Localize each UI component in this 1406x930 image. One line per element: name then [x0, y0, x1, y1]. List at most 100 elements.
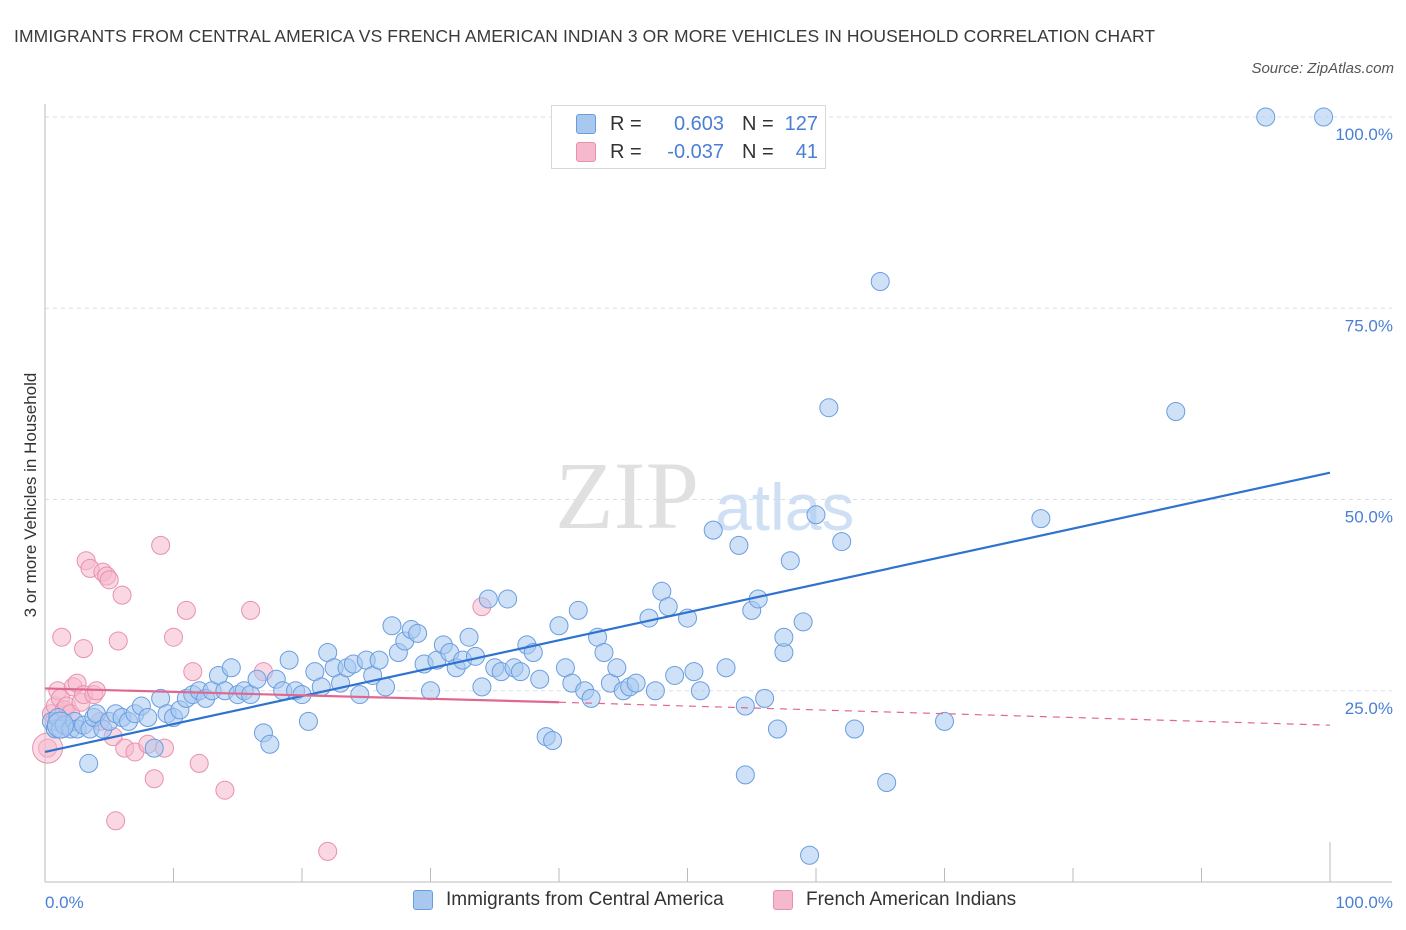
blue-point — [935, 711, 954, 731]
blue-point — [639, 608, 659, 628]
pink-point — [164, 627, 183, 647]
source-label: Source: ZipAtlas.com — [1251, 60, 1394, 77]
blue-point — [472, 677, 492, 697]
blue-point — [1256, 107, 1276, 127]
watermark: ZIP atlas — [555, 442, 854, 549]
blue-point — [247, 669, 267, 689]
blue-point — [645, 681, 665, 701]
blue-point — [780, 551, 800, 571]
bottom-legend-blue: Immigrants from Central America — [413, 889, 724, 911]
blue-point — [298, 711, 318, 731]
blue-point — [767, 719, 787, 739]
blue-point — [523, 643, 543, 662]
pink-point — [189, 753, 209, 773]
blue-point — [658, 597, 678, 617]
blue-point — [735, 765, 755, 785]
watermark-atlas: atlas — [715, 470, 854, 544]
blue-point — [79, 753, 99, 773]
pink-point — [318, 841, 338, 861]
blue-point — [530, 669, 550, 689]
pink-point — [108, 631, 128, 651]
legend-n-value: 127 — [784, 112, 818, 135]
blue-point — [1314, 107, 1334, 127]
blue-point — [800, 845, 820, 865]
blue-point-group — [41, 107, 1334, 865]
legend-row-blue: R = 0.603 N = 127 — [576, 111, 818, 137]
legend-r-value: 0.603 — [673, 112, 724, 135]
legend: R = 0.603 N = 127 R = -0.037 N = 41 — [551, 105, 826, 169]
blue-point — [369, 650, 389, 670]
pink-point — [241, 600, 261, 620]
tick-labels: 25.0% 50.0% 75.0% 100.0% 0.0% 100.0% — [45, 125, 1393, 912]
blue-point — [793, 612, 813, 632]
blue-point — [774, 627, 794, 647]
y-tick-label: 75.0% — [1345, 316, 1393, 335]
watermark-zip: ZIP — [555, 442, 699, 549]
blue-point — [543, 730, 563, 750]
blue-point — [755, 688, 775, 708]
blue-point — [478, 589, 498, 609]
pink-point — [176, 600, 196, 620]
legend-swatch-blue — [576, 114, 596, 134]
blue-point — [498, 589, 518, 609]
bottom-legend-label-blue: Immigrants from Central America — [446, 889, 724, 910]
blue-point — [665, 665, 685, 685]
pink-point — [106, 811, 126, 831]
pink-trend-line-dashed — [558, 701, 1331, 726]
blue-point — [690, 681, 710, 701]
blue-point — [382, 616, 402, 636]
blue-point — [408, 623, 428, 643]
legend-r-label: R = — [610, 112, 642, 135]
bottom-legend-label-pink: French American Indians — [806, 889, 1017, 910]
blue-point — [144, 738, 164, 758]
blue-point — [806, 505, 826, 525]
blue-point — [1031, 509, 1051, 529]
pink-point — [183, 662, 203, 682]
blue-point — [568, 600, 588, 620]
legend-swatch-pink — [576, 142, 596, 162]
pink-point — [151, 535, 171, 555]
blue-point — [138, 708, 158, 728]
x-tick-label: 0.0% — [45, 893, 84, 912]
x-tick-label: 100.0% — [1335, 893, 1393, 912]
pink-point — [144, 769, 164, 789]
blue-point — [735, 696, 755, 716]
pink-trend-line — [44, 687, 560, 704]
pink-point — [74, 639, 94, 659]
blue-point — [549, 616, 569, 636]
y-tick-label: 25.0% — [1345, 699, 1393, 718]
blue-point — [703, 520, 723, 540]
blue-point — [581, 688, 601, 708]
blue-point — [510, 662, 530, 682]
blue-point — [376, 677, 396, 697]
chart-title: IMMIGRANTS FROM CENTRAL AMERICA VS FRENC… — [14, 26, 1156, 46]
trend-lines — [44, 471, 1331, 754]
blue-point — [459, 627, 479, 647]
bottom-legend-pink: French American Indians — [773, 889, 1016, 911]
blue-point — [594, 643, 614, 662]
blue-point — [350, 685, 370, 705]
y-tick-label: 100.0% — [1335, 125, 1393, 144]
blue-point — [607, 658, 627, 678]
legend-n-label: N = — [742, 112, 774, 135]
legend-r-value: -0.037 — [667, 140, 724, 163]
blue-point — [221, 658, 241, 678]
y-tick-label: 50.0% — [1345, 508, 1393, 527]
blue-point — [870, 271, 890, 291]
blue-point — [832, 532, 852, 552]
bottom-legend-swatch-pink — [773, 890, 793, 910]
blue-point — [877, 773, 897, 793]
blue-point — [279, 650, 299, 670]
blue-point — [421, 681, 440, 701]
blue-point — [684, 662, 704, 682]
pink-point — [215, 780, 235, 800]
legend-n-value: 41 — [795, 140, 818, 163]
blue-trend-line — [44, 471, 1331, 754]
blue-point — [716, 658, 736, 678]
pink-point — [112, 585, 132, 605]
blue-point — [819, 398, 839, 418]
blue-point — [260, 734, 280, 754]
blue-point — [1166, 402, 1186, 422]
legend-row-pink: R = -0.037 N = 41 — [576, 139, 818, 165]
